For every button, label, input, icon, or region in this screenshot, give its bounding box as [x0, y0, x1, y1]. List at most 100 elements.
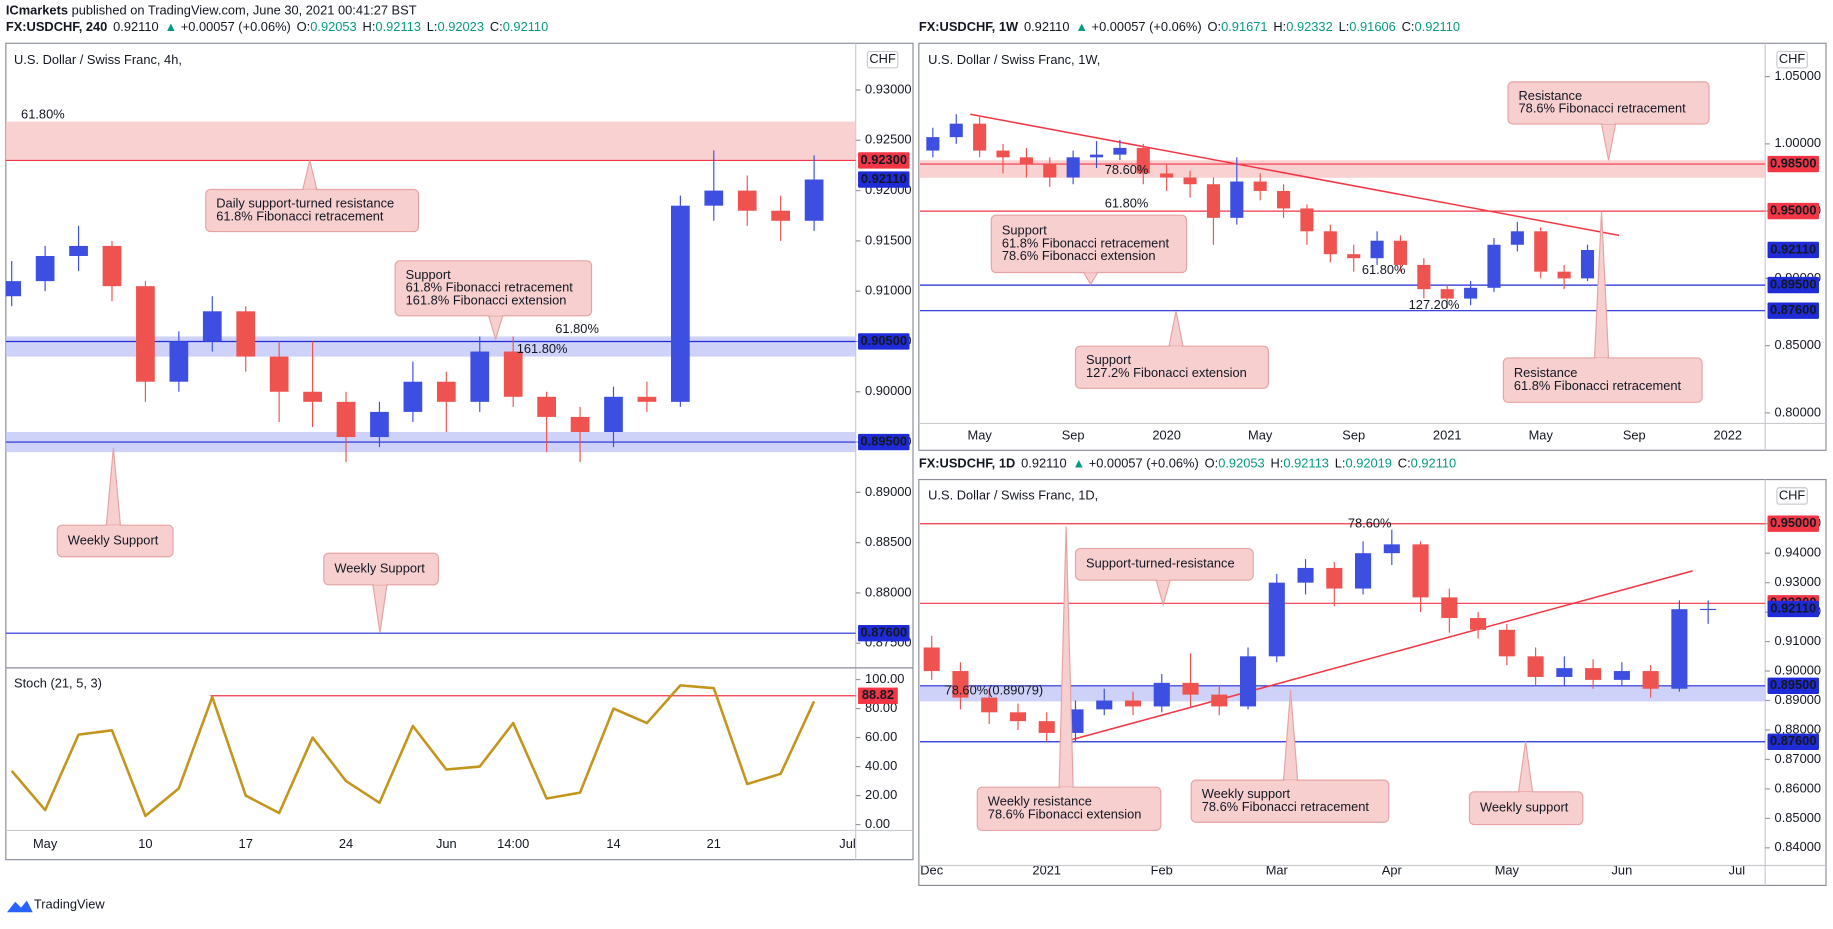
candle-body: [1498, 629, 1515, 657]
callout-text: 78.6% Fibonacci extension: [988, 807, 1142, 822]
y-tick-label: 0.84000: [1775, 839, 1821, 854]
x-tick-label: 2020: [1152, 428, 1181, 443]
candle-body: [1183, 177, 1197, 185]
x-tick-label: 10: [138, 836, 152, 851]
direction: ▲: [164, 19, 177, 34]
last-price: 0.92110: [1024, 19, 1070, 34]
callout-text: 61.8% Fibonacci retracement: [216, 208, 384, 223]
candle-body: [804, 179, 824, 221]
candle-body: [570, 416, 590, 433]
candle-body: [503, 351, 523, 397]
x-tick-label: 2021: [1433, 428, 1462, 443]
y-tick-label: 0.88500: [865, 534, 911, 549]
candle-body: [1009, 712, 1027, 722]
candle-body: [403, 381, 423, 412]
callout-text: Support-turned-resistance: [1086, 556, 1235, 571]
candle-body: [1182, 682, 1199, 695]
callout-text: Weekly Support: [334, 560, 425, 575]
candle-body: [1417, 264, 1431, 290]
candle-body: [1239, 656, 1257, 707]
x-tick-label: Apr: [1382, 863, 1403, 878]
candle-body: [470, 351, 490, 402]
ohlc-label: O:: [297, 19, 311, 34]
candle-body: [69, 245, 88, 256]
ohlc-label: C:: [1398, 456, 1411, 471]
price-label: 0.89500: [1770, 276, 1816, 291]
symbol-legend: FX:USDCHF, 1W 0.92110 ▲ +0.00057 (+0.06%) O:…: [919, 19, 1460, 34]
candle-body: [5, 281, 22, 297]
plot-area: [5, 121, 856, 634]
currency-box: [1776, 50, 1808, 69]
y-tick-label: 0.88000: [1775, 721, 1821, 736]
candle-body: [1066, 157, 1080, 178]
fib-label: 61.80%: [21, 107, 65, 122]
callout-cover: [1284, 780, 1297, 783]
candle-body: [1556, 668, 1573, 677]
callout-cover: [1602, 121, 1615, 124]
candle-body: [236, 311, 256, 357]
price-label: 0.87600: [1770, 733, 1816, 748]
change: +0.00057 (+0.06%): [181, 19, 291, 34]
price-label-box: [1767, 276, 1819, 294]
callout-text: 61.8% Fibonacci retracement: [1514, 378, 1682, 393]
symbol-legend: FX:USDCHF, 1D 0.92110 ▲ +0.00057 (+0.06%) O:…: [919, 456, 1456, 471]
x-tick-label: Mar: [1266, 863, 1289, 878]
candle-body: [1441, 597, 1458, 619]
candle-body: [370, 411, 389, 438]
ohlc-label: C:: [1402, 19, 1415, 34]
candle-body: [1412, 544, 1429, 598]
fib-label: 127.20%: [1409, 297, 1460, 312]
candle-body: [102, 245, 122, 287]
candle-body: [1534, 231, 1548, 272]
change: +0.00057 (+0.06%): [1092, 19, 1202, 34]
price-label-box: [1767, 302, 1819, 319]
price-label-box: [1767, 155, 1819, 173]
ohlc-label: H:: [363, 19, 376, 34]
candle-body: [1470, 618, 1487, 630]
candle-body: [1113, 147, 1127, 155]
last-price: 0.92110: [113, 19, 159, 34]
price-label-box: [1767, 600, 1819, 618]
indicator-tick-label: 0.00: [865, 816, 890, 831]
y-tick-label: 0.91000: [865, 283, 911, 298]
callout-text: Daily support-turned resistance: [216, 195, 394, 210]
callout-cover: [107, 525, 120, 528]
price-label-box: [1767, 677, 1819, 694]
price-label: 0.92110: [1770, 241, 1816, 256]
x-tick-label: May: [1495, 863, 1520, 878]
candle-body: [1297, 567, 1314, 583]
trend-line: [970, 113, 1620, 237]
callout-text: Support: [406, 267, 451, 282]
callout-cover: [303, 189, 316, 192]
candle-body: [1642, 671, 1659, 689]
fib-label: 61.80%: [555, 321, 599, 336]
price-label: 0.87600: [1770, 302, 1816, 317]
x-tick-label: Jun: [1612, 863, 1633, 878]
indicator-value-box: [858, 687, 898, 704]
price-label: 0.89500: [1770, 677, 1816, 692]
candle-body: [670, 205, 690, 402]
callout-cover: [1595, 357, 1608, 361]
fib-label: 61.80%: [1362, 262, 1406, 277]
candle-body: [1211, 694, 1228, 707]
candle-body: [637, 396, 657, 402]
candle-body: [1510, 231, 1524, 245]
ohlc-value: 0.92110: [1414, 19, 1460, 34]
y-tick-label: 0.88000: [865, 584, 911, 599]
ohlc-label: L:: [427, 19, 438, 34]
symbol: FX:USDCHF, 1D: [919, 456, 1015, 471]
price-label: 0.98500: [1770, 155, 1816, 170]
currency: CHF: [869, 51, 896, 66]
zone: [920, 686, 1766, 702]
y-tick-label: 0.93000: [865, 81, 911, 96]
candle-body: [1613, 671, 1630, 680]
x-tick-label: May: [1529, 428, 1554, 443]
candle-body: [1580, 249, 1595, 279]
callout-cover: [1519, 791, 1532, 795]
candle-body: [303, 391, 322, 402]
indicator-value: 88.82: [862, 687, 894, 702]
published: published on TradingView.com, June 30, 2…: [72, 3, 417, 18]
ohlc-label: L:: [1339, 19, 1350, 34]
chart-title: U.S. Dollar / Swiss Franc, 4h,: [14, 52, 182, 67]
fib-label: 61.80%: [1105, 195, 1149, 210]
